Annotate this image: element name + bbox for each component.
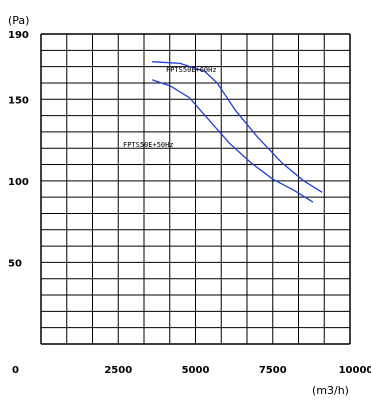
x-tick-label: 7500 xyxy=(259,365,287,376)
x-tick-label: 0 xyxy=(12,365,19,376)
y-tick-label: 50 xyxy=(8,258,22,269)
chart-grid: 50 100 150 190 0 2500 5000 7500 10000 xyxy=(8,30,371,376)
series-label-2: FPTS50E+50Hz xyxy=(123,141,174,149)
x-tick-label: 10000 xyxy=(339,365,371,376)
y-tick-label: 190 xyxy=(8,30,29,41)
y-tick-label: 150 xyxy=(8,95,29,106)
y-tick-label: 100 xyxy=(8,177,29,188)
x-tick-label: 2500 xyxy=(104,365,132,376)
y-axis-unit-label: (Pa) xyxy=(8,14,29,27)
series-layer xyxy=(151,61,323,203)
labels-layer: FPTS50E+60Hz FPTS50E+50Hz xyxy=(123,66,217,149)
x-axis-unit-label: (m3/h) xyxy=(312,384,349,397)
x-tick-label: 5000 xyxy=(182,365,210,376)
series-line-2 xyxy=(151,79,314,203)
series-label-1: FPTS50E+60Hz xyxy=(166,66,217,74)
series-line-1 xyxy=(152,61,323,193)
